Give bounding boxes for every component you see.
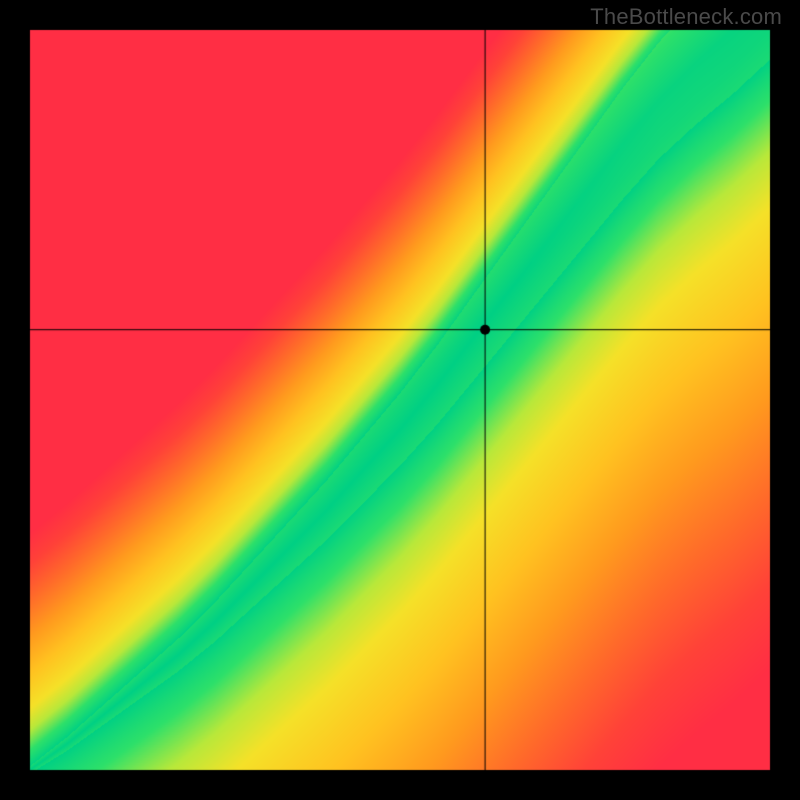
watermark-text: TheBottleneck.com: [590, 4, 782, 30]
chart-container: TheBottleneck.com: [0, 0, 800, 800]
bottleneck-heatmap: [0, 0, 800, 800]
